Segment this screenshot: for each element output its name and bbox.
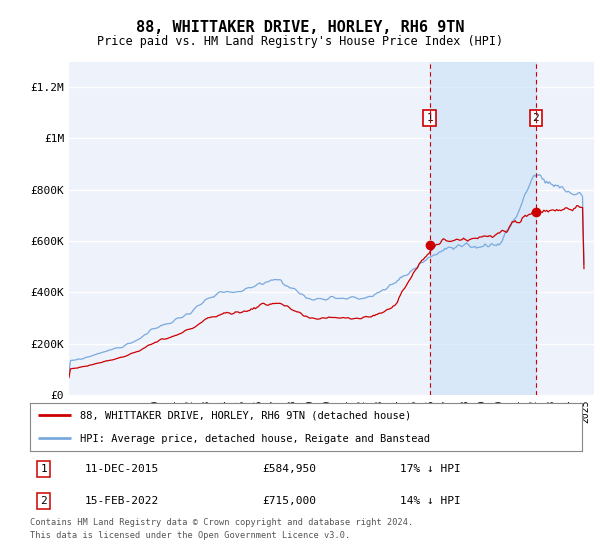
Text: 2: 2	[40, 496, 47, 506]
Bar	[430, 62, 536, 395]
Text: 88, WHITTAKER DRIVE, HORLEY, RH6 9TN: 88, WHITTAKER DRIVE, HORLEY, RH6 9TN	[136, 20, 464, 35]
Text: Contains HM Land Registry data © Crown copyright and database right 2024.: Contains HM Land Registry data © Crown c…	[30, 519, 413, 528]
Text: Price paid vs. HM Land Registry's House Price Index (HPI): Price paid vs. HM Land Registry's House …	[97, 35, 503, 48]
Text: 1: 1	[40, 464, 47, 474]
Text: 88, WHITTAKER DRIVE, HORLEY, RH6 9TN (detached house): 88, WHITTAKER DRIVE, HORLEY, RH6 9TN (de…	[80, 410, 411, 421]
Text: 11-DEC-2015: 11-DEC-2015	[85, 464, 160, 474]
Text: 15-FEB-2022: 15-FEB-2022	[85, 496, 160, 506]
Text: HPI: Average price, detached house, Reigate and Banstead: HPI: Average price, detached house, Reig…	[80, 435, 430, 445]
Text: £584,950: £584,950	[262, 464, 316, 474]
Text: 2: 2	[532, 113, 539, 123]
Text: 17% ↓ HPI: 17% ↓ HPI	[400, 464, 461, 474]
Text: 14% ↓ HPI: 14% ↓ HPI	[400, 496, 461, 506]
Text: 1: 1	[426, 113, 433, 123]
Text: £715,000: £715,000	[262, 496, 316, 506]
Text: This data is licensed under the Open Government Licence v3.0.: This data is licensed under the Open Gov…	[30, 531, 350, 540]
